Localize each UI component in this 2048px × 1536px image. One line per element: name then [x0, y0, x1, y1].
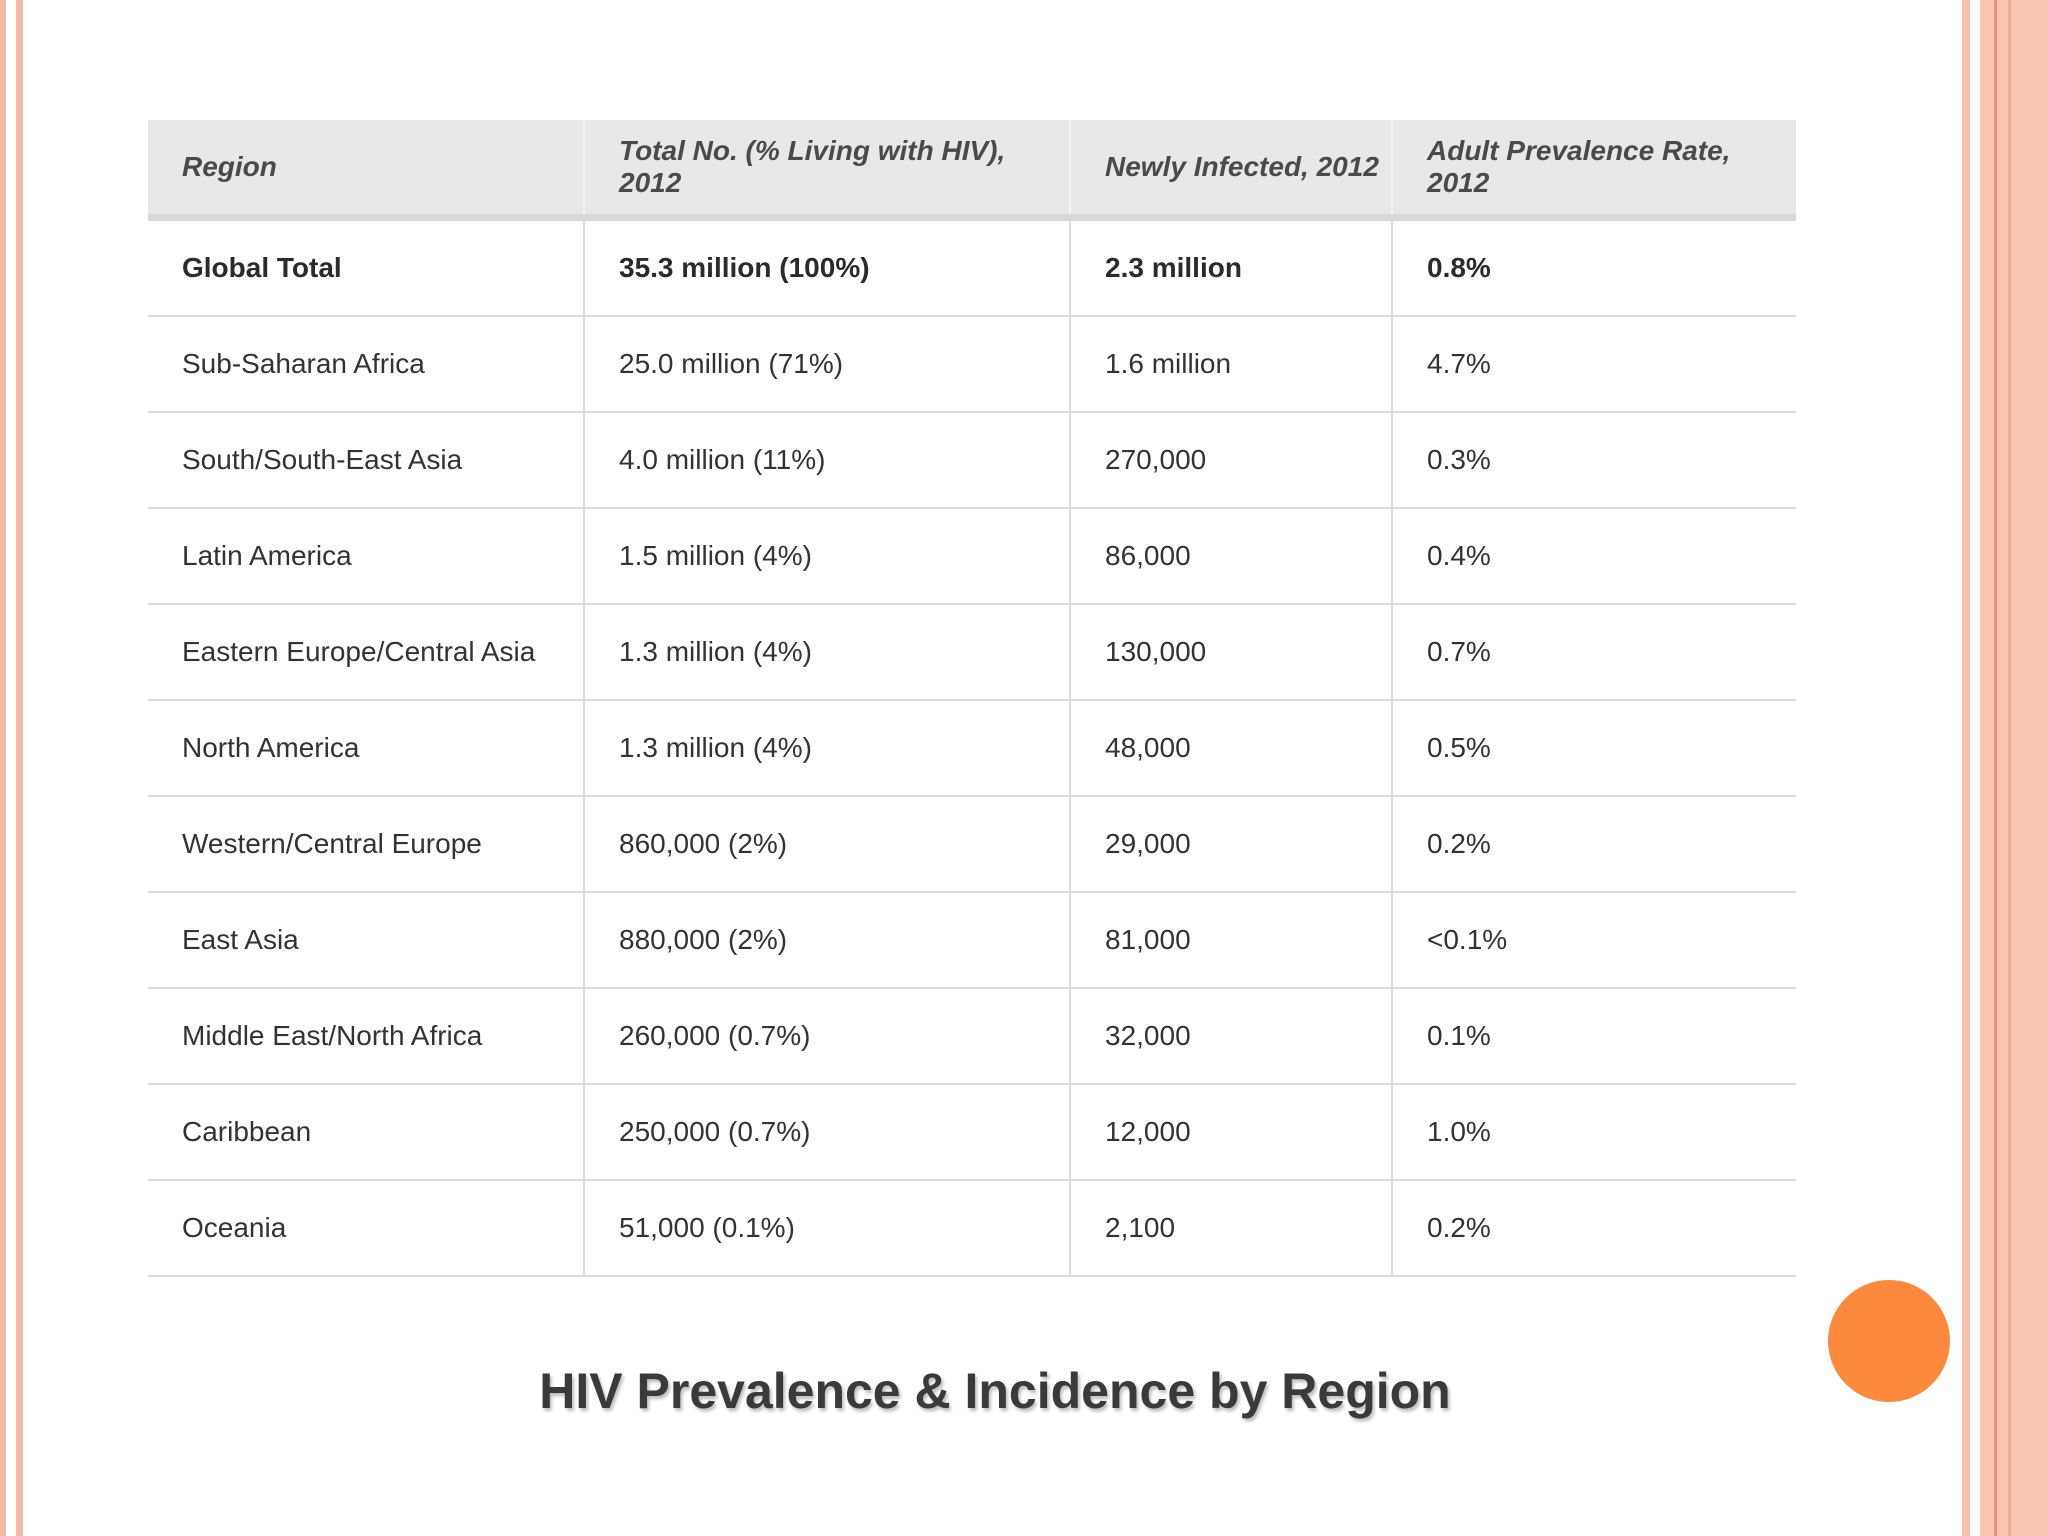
cell-region: Caribbean [148, 1084, 584, 1181]
cell-newly-infected: 130,000 [1069, 604, 1392, 701]
cell-newly-infected: 32,000 [1069, 988, 1392, 1085]
left-border-stripe-inner [16, 0, 23, 1536]
cell-newly-infected: 270,000 [1069, 412, 1392, 509]
cell-total-living: 1.3 million (4%) [583, 604, 1070, 701]
cell-newly-infected: 48,000 [1069, 700, 1392, 797]
cell-region: Latin America [148, 508, 584, 605]
cell-region: Eastern Europe/Central Asia [148, 604, 584, 701]
cell-region: Global Total [148, 217, 584, 317]
cell-adult-prevalence: 0.3% [1391, 412, 1796, 509]
cell-adult-prevalence: 0.8% [1391, 217, 1796, 317]
cell-adult-prevalence: 0.2% [1391, 796, 1796, 893]
cell-adult-prevalence: 0.5% [1391, 700, 1796, 797]
cell-adult-prevalence: 0.2% [1391, 1180, 1796, 1277]
table-row: East Asia 880,000 (2%) 81,000 <0.1% [148, 892, 1796, 989]
cell-total-living: 260,000 (0.7%) [583, 988, 1070, 1085]
table-row: Global Total 35.3 million (100%) 2.3 milli… [148, 217, 1796, 317]
cell-newly-infected: 1.6 million [1069, 316, 1392, 413]
cell-newly-infected: 86,000 [1069, 508, 1392, 605]
table-row: Sub-Saharan Africa 25.0 million (71%) 1.6 … [148, 316, 1796, 413]
cell-newly-infected: 2,100 [1069, 1180, 1392, 1277]
cell-region: East Asia [148, 892, 584, 989]
header-row: Region Total No. (% Living with HIV), 20… [148, 120, 1796, 221]
table-header: Region Total No. (% Living with HIV), 20… [148, 120, 1796, 221]
cell-newly-infected: 29,000 [1069, 796, 1392, 893]
right-border-line [1994, 0, 1997, 1536]
table-row: Western/Central Europe 860,000 (2%) 29,000… [148, 796, 1796, 893]
cell-total-living: 250,000 (0.7%) [583, 1084, 1070, 1181]
slide-title: HIV Prevalence & Incidence by Region [539, 1363, 1451, 1419]
header-total-living: Total No. (% Living with HIV), 2012 [583, 120, 1070, 221]
cell-adult-prevalence: 0.1% [1391, 988, 1796, 1085]
cell-region: Oceania [148, 1180, 584, 1277]
orange-circle-decoration [1828, 1280, 1950, 1402]
cell-total-living: 880,000 (2%) [583, 892, 1070, 989]
cell-newly-infected: 81,000 [1069, 892, 1392, 989]
table-row: Latin America 1.5 million (4%) 86,000 0.4% [148, 508, 1796, 605]
cell-adult-prevalence: 4.7% [1391, 316, 1796, 413]
table-row: South/South-East Asia 4.0 million (11%) 27… [148, 412, 1796, 509]
table-body: Global Total 35.3 million (100%) 2.3 milli… [148, 217, 1796, 1277]
hiv-region-table: Region Total No. (% Living with HIV), 20… [148, 120, 1796, 1277]
header-adult-prevalence: Adult Prevalence Rate, 2012 [1391, 120, 1796, 221]
header-newly-infected: Newly Infected, 2012 [1069, 120, 1392, 221]
cell-newly-infected: 12,000 [1069, 1084, 1392, 1181]
table-row: Oceania 51,000 (0.1%) 2,100 0.2% [148, 1180, 1796, 1277]
cell-adult-prevalence: 0.4% [1391, 508, 1796, 605]
cell-total-living: 35.3 million (100%) [583, 217, 1070, 317]
cell-adult-prevalence: 0.7% [1391, 604, 1796, 701]
cell-region: Middle East/North Africa [148, 988, 584, 1085]
hiv-region-table-container: Region Total No. (% Living with HIV), 20… [148, 120, 1796, 1277]
cell-region: Western/Central Europe [148, 796, 584, 893]
right-border-band [1980, 0, 2048, 1536]
right-border-line [2008, 0, 2011, 1536]
cell-adult-prevalence: 1.0% [1391, 1084, 1796, 1181]
table-row: Middle East/North Africa 260,000 (0.7%) 32… [148, 988, 1796, 1085]
cell-total-living: 860,000 (2%) [583, 796, 1070, 893]
cell-region: South/South-East Asia [148, 412, 584, 509]
cell-total-living: 25.0 million (71%) [583, 316, 1070, 413]
cell-adult-prevalence: <0.1% [1391, 892, 1796, 989]
cell-region: Sub-Saharan Africa [148, 316, 584, 413]
table-row: North America 1.3 million (4%) 48,000 0.5% [148, 700, 1796, 797]
table-row: Eastern Europe/Central Asia 1.3 million (… [148, 604, 1796, 701]
cell-total-living: 51,000 (0.1%) [583, 1180, 1070, 1277]
left-border-stripe-outer [0, 0, 6, 1536]
cell-newly-infected: 2.3 million [1069, 217, 1392, 317]
right-border-stripe-inner [1962, 0, 1970, 1536]
cell-total-living: 1.5 million (4%) [583, 508, 1070, 605]
cell-total-living: 1.3 million (4%) [583, 700, 1070, 797]
header-region: Region [148, 120, 584, 221]
table-row: Caribbean 250,000 (0.7%) 12,000 1.0% [148, 1084, 1796, 1181]
cell-total-living: 4.0 million (11%) [583, 412, 1070, 509]
cell-region: North America [148, 700, 584, 797]
